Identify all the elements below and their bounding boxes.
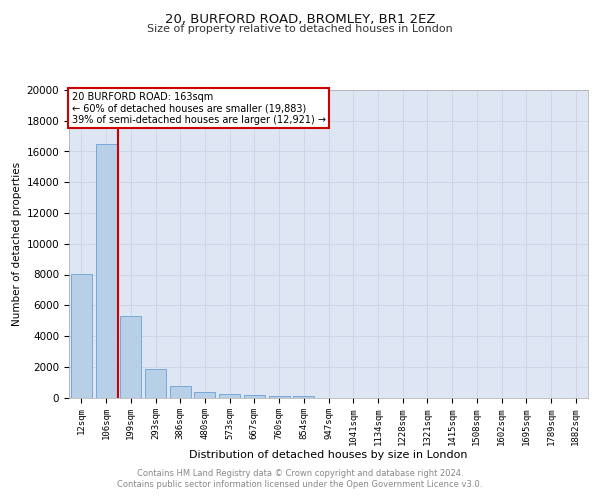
Bar	[71, 274, 92, 398]
Text: Contains public sector information licensed under the Open Government Licence v3: Contains public sector information licen…	[118, 480, 482, 489]
Bar	[244, 395, 265, 398]
X-axis label: Distribution of detached houses by size in London: Distribution of detached houses by size …	[189, 450, 468, 460]
Y-axis label: Number of detached properties: Number of detached properties	[13, 162, 22, 326]
Text: 20, BURFORD ROAD, BROMLEY, BR1 2EZ: 20, BURFORD ROAD, BROMLEY, BR1 2EZ	[165, 12, 435, 26]
Bar	[194, 392, 215, 398]
Text: Size of property relative to detached houses in London: Size of property relative to detached ho…	[147, 24, 453, 34]
Text: Contains HM Land Registry data © Crown copyright and database right 2024.: Contains HM Land Registry data © Crown c…	[137, 469, 463, 478]
Bar	[95, 144, 116, 398]
Bar	[293, 396, 314, 398]
Bar	[120, 316, 141, 398]
Text: 20 BURFORD ROAD: 163sqm
← 60% of detached houses are smaller (19,883)
39% of sem: 20 BURFORD ROAD: 163sqm ← 60% of detache…	[71, 92, 326, 124]
Bar	[170, 386, 191, 398]
Bar	[219, 394, 240, 398]
Bar	[145, 369, 166, 398]
Bar	[269, 396, 290, 398]
